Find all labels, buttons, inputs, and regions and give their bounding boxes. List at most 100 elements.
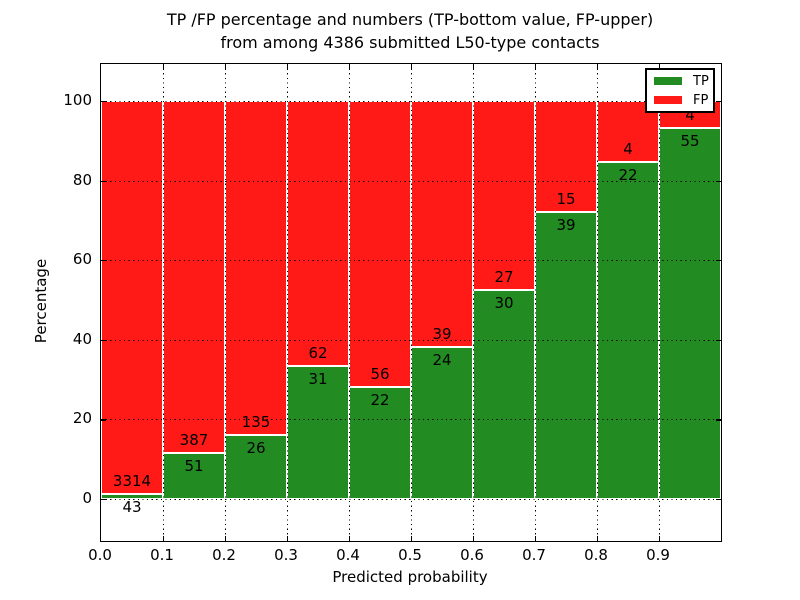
vertical-gridline (163, 64, 164, 541)
horizontal-gridline (101, 180, 721, 182)
x-tick-label: 0.2 (212, 546, 236, 564)
bar-fp-segment (411, 101, 473, 348)
y-tick-mark (716, 180, 721, 182)
legend-item-fp: FP (654, 94, 708, 107)
x-tick-mark (349, 64, 351, 69)
x-tick-mark (535, 64, 537, 69)
x-tick-label: 0.4 (336, 546, 360, 564)
y-tick-label: 60 (72, 250, 92, 269)
x-tick-mark (411, 64, 413, 69)
vertical-gridline (411, 64, 412, 541)
y-tick-label: 0 (82, 489, 92, 507)
bar-tp-segment (287, 366, 349, 499)
tp-count-label: 39 (556, 215, 576, 234)
x-tick-label: 0.8 (584, 546, 608, 564)
y-tick-label: 40 (72, 329, 92, 348)
fp-count-label: 15 (556, 189, 576, 208)
bar-tp-segment (349, 386, 411, 499)
y-tick-label: 20 (72, 409, 92, 428)
y-tick-label: 80 (72, 170, 92, 189)
x-tick-mark (287, 64, 289, 69)
y-tick-mark (101, 419, 106, 421)
x-tick-mark (411, 536, 413, 541)
bar-tp-segment (101, 493, 163, 499)
bar-tp-segment (535, 211, 597, 499)
x-tick-mark (225, 64, 227, 69)
vertical-gridline (287, 64, 288, 541)
bar-tp-segment (659, 127, 721, 499)
vertical-gridline (535, 64, 536, 541)
chart-title: TP /FP percentage and numbers (TP-bottom… (166, 10, 654, 52)
fp-count-label: 135 (241, 412, 271, 431)
legend-label-tp: TP (693, 73, 709, 89)
x-tick-label: 0.9 (646, 546, 670, 564)
horizontal-gridline (101, 339, 721, 341)
tp-count-label: 24 (432, 351, 452, 370)
fp-count-label: 4 (685, 105, 695, 124)
x-tick-mark (473, 536, 475, 541)
vertical-gridline (349, 64, 350, 541)
x-tick-mark (287, 536, 289, 541)
x-tick-mark (473, 64, 475, 69)
y-tick-mark (716, 101, 721, 103)
horizontal-gridline (101, 499, 721, 500)
tp-count-label: 30 (494, 293, 514, 312)
y-tick-mark (101, 499, 106, 501)
x-tick-label: 0.1 (150, 546, 174, 564)
tp-count-label: 22 (618, 166, 638, 185)
fp-count-label: 56 (370, 364, 390, 383)
x-tick-label: 0.6 (460, 546, 484, 564)
bar-tp-segment (473, 289, 535, 499)
x-tick-mark (163, 64, 165, 69)
vertical-gridline (225, 64, 226, 541)
y-tick-mark (101, 339, 106, 341)
fp-count-label: 27 (494, 267, 514, 286)
fp-count-label: 39 (432, 325, 452, 344)
legend: TP FP (645, 68, 715, 113)
vertical-gridline (473, 64, 474, 541)
fp-count-label: 4 (623, 140, 633, 159)
bar-fp-segment (473, 101, 535, 290)
x-tick-mark (535, 536, 537, 541)
x-tick-mark (659, 64, 661, 69)
plot-area: 3314 43 387 51 135 26 62 31 56 22 39 24 27 30 15 39 4 22 4… (100, 63, 722, 542)
x-tick-label: 0.3 (274, 546, 298, 564)
x-tick-label: 0.0 (88, 546, 112, 564)
x-axis-label: Predicted probability (332, 568, 488, 586)
x-tick-mark (659, 536, 661, 541)
bar-fp-segment (225, 101, 287, 435)
fp-swatch-icon (654, 96, 682, 104)
tp-count-label: 51 (184, 456, 204, 475)
tp-count-label: 55 (680, 131, 700, 150)
tp-swatch-icon (654, 77, 682, 85)
legend-item-tp: TP (654, 73, 709, 89)
bar-fp-segment (163, 101, 225, 453)
y-tick-mark (101, 101, 106, 103)
tp-count-label: 22 (370, 390, 390, 409)
fp-count-label: 3314 (112, 471, 152, 490)
vertical-gridline (659, 64, 660, 541)
bar-tp-segment (597, 162, 659, 499)
y-tick-mark (716, 499, 721, 501)
x-tick-mark (163, 536, 165, 541)
bar-fp-segment (101, 101, 163, 494)
horizontal-gridline (101, 419, 721, 421)
x-tick-mark (349, 536, 351, 541)
x-tick-mark (225, 536, 227, 541)
y-tick-mark (716, 419, 721, 421)
y-tick-label: 100 (63, 91, 92, 109)
horizontal-gridline (101, 260, 721, 262)
tp-count-label: 26 (246, 438, 266, 457)
tp-count-label: 31 (308, 370, 328, 389)
x-tick-mark (597, 536, 599, 541)
bar-fp-segment (287, 101, 349, 367)
y-tick-mark (716, 339, 721, 341)
x-tick-mark (597, 64, 599, 69)
y-tick-mark (101, 260, 106, 262)
x-tick-label: 0.5 (398, 546, 422, 564)
bar-tp-segment (411, 347, 473, 499)
fp-count-label: 387 (179, 430, 209, 449)
horizontal-gridline (101, 101, 721, 102)
x-tick-label: 0.7 (522, 546, 546, 564)
